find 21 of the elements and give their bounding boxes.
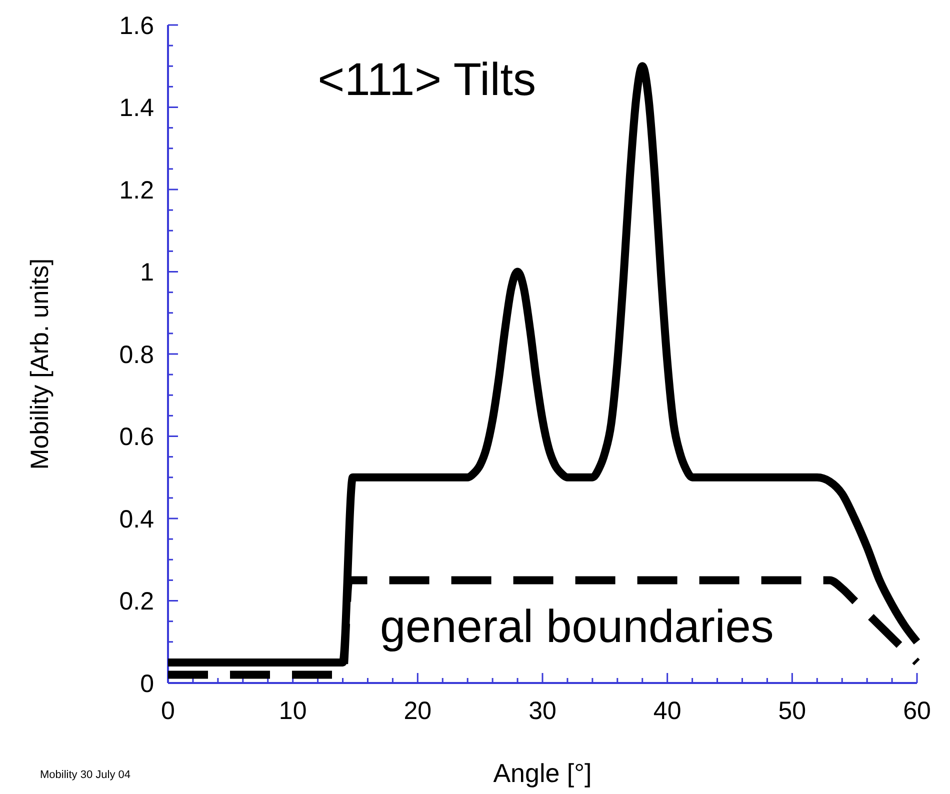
y-tick-label: 0.8	[119, 340, 154, 369]
series-label: general boundaries	[380, 600, 774, 652]
text: <111> Tilts	[318, 52, 536, 105]
y-tick-label: 0.2	[119, 588, 154, 616]
x-axis-title: Angle [°]	[493, 758, 592, 788]
x-tick-label: 60	[903, 697, 931, 725]
y-axis-title: Mobility [Arb. units]	[26, 258, 54, 470]
x-tick-label: 40	[653, 697, 682, 725]
text: Mobility 30 July 04	[40, 769, 130, 781]
x-tick-label: 0	[161, 697, 175, 725]
x-tick-label: 50	[778, 697, 806, 725]
y-tick-label: 1.4	[119, 94, 154, 122]
y-tick-label: 0.6	[119, 423, 154, 451]
y-tick-label: 0	[140, 670, 154, 698]
x-tick-label: 10	[278, 697, 307, 725]
y-tick-label: 1	[140, 258, 154, 286]
y-tick-label: 1.2	[119, 176, 154, 204]
y-tick-label: 0.4	[119, 505, 154, 534]
x-tick-label: 20	[404, 697, 432, 725]
x-tick-label: 30	[528, 697, 556, 725]
y-tick-label: 1.6	[119, 12, 154, 40]
